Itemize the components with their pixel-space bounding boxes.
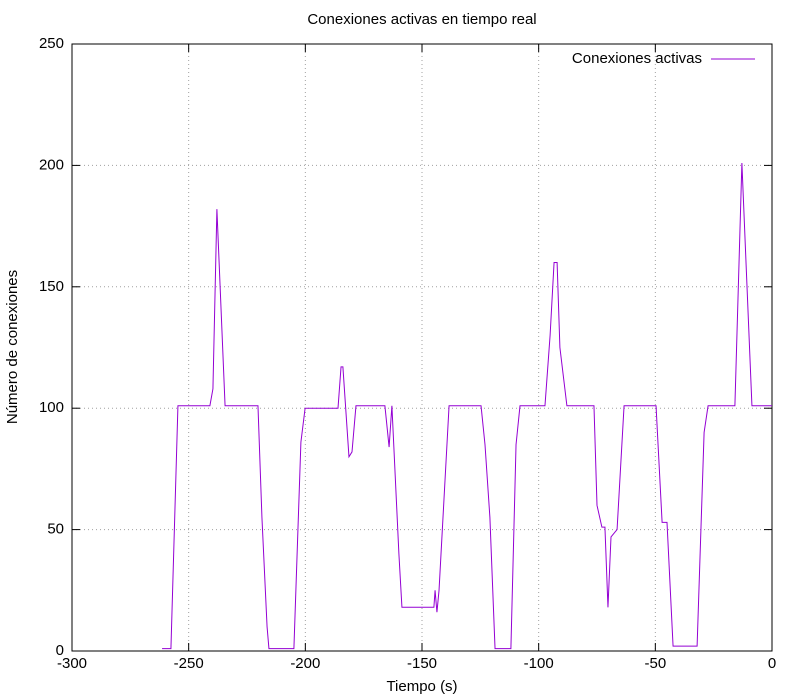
- y-tick-label: 50: [47, 521, 64, 538]
- legend-label: Conexiones activas: [572, 50, 702, 67]
- y-tick-label: 0: [56, 642, 64, 659]
- y-tick-label: 250: [39, 35, 64, 52]
- x-tick-label: -250: [174, 655, 204, 672]
- x-tick-label: -200: [290, 655, 320, 672]
- y-tick-label: 200: [39, 156, 64, 173]
- x-tick-label: -300: [57, 655, 87, 672]
- chart-title: Conexiones activas en tiempo real: [307, 11, 536, 28]
- plot-border: [71, 43, 773, 652]
- x-tick-label: -100: [524, 655, 554, 672]
- y-tick-label: 150: [39, 278, 64, 295]
- x-tick-label: -150: [407, 655, 437, 672]
- x-axis-label: Tiempo (s): [386, 678, 457, 695]
- x-tick-label: 0: [768, 655, 776, 672]
- x-tick-label: -50: [644, 655, 666, 672]
- y-tick-label: 100: [39, 399, 64, 416]
- data-line: [162, 162, 772, 650]
- y-axis-label: Número de conexiones: [4, 270, 21, 424]
